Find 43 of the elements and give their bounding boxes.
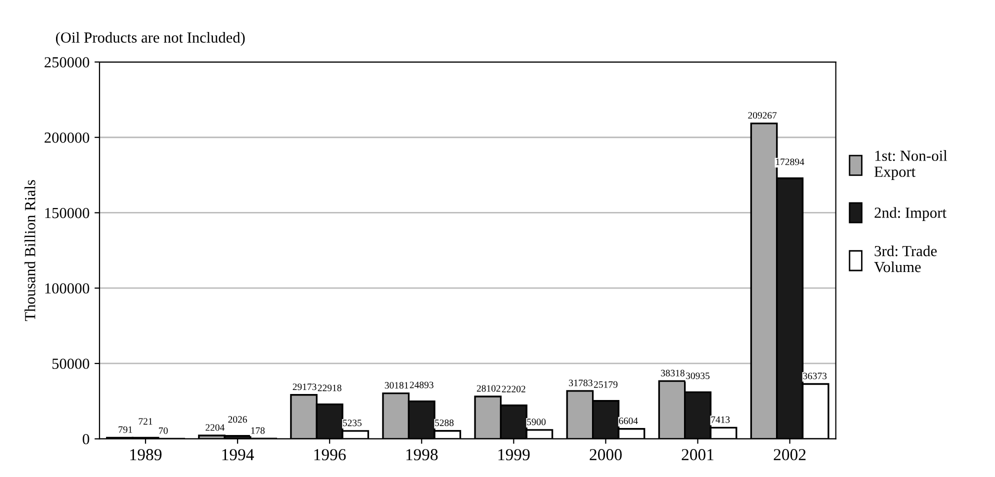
data-label: 25179: [594, 381, 618, 388]
y-tick-label: 200000: [44, 132, 90, 143]
data-label: 28102: [476, 385, 500, 392]
y-tick-label: 50000: [52, 358, 90, 369]
data-label: 31783: [568, 380, 592, 386]
data-label: 36373: [803, 372, 827, 380]
x-tick-label: 1998: [406, 449, 438, 460]
data-label: 209267: [748, 112, 777, 119]
data-label: 5288: [435, 420, 454, 426]
data-label: 30935: [686, 372, 710, 380]
data-label: 7413: [711, 416, 730, 423]
data-label: 2204: [206, 424, 225, 431]
data-label: 6604: [619, 418, 638, 424]
data-label: 2026: [228, 416, 247, 423]
data-label: 172894: [776, 158, 804, 166]
data-label: 178: [251, 427, 265, 434]
data-label: 721: [138, 418, 152, 425]
legend-label: 1st: Non-oil Export: [874, 150, 948, 180]
data-label: 30181: [384, 382, 408, 389]
data-label: 5900: [527, 418, 546, 426]
y-tick-label: 100000: [45, 283, 90, 294]
x-tick-label: 2000: [590, 449, 622, 460]
data-label: 24893: [410, 382, 434, 388]
legend-label: 2nd: Import: [874, 207, 946, 221]
data-label: 22918: [318, 384, 342, 392]
x-tick-label: 2001: [682, 449, 714, 460]
chart-title: (Oil Products are not Included): [56, 32, 245, 46]
y-tick-label: 0: [82, 434, 90, 444]
y-tick-label: 150000: [45, 208, 90, 218]
data-label: 22202: [502, 386, 526, 392]
data-label: 38318: [661, 370, 684, 376]
y-axis-title: Thousand Billion Rials: [24, 180, 36, 322]
data-label: 791: [118, 426, 132, 433]
x-tick-label: 1999: [498, 449, 530, 460]
x-tick-label: 1994: [222, 449, 254, 460]
x-tick-label: 2002: [774, 449, 806, 460]
y-tick-label: 250000: [44, 57, 90, 68]
x-tick-label: 1989: [130, 449, 162, 460]
legend-label: 3rd: Trade Volume: [874, 245, 937, 272]
data-label: 29173: [292, 384, 316, 390]
data-label: 5235: [343, 420, 362, 426]
data-label: 70: [159, 427, 168, 434]
x-tick-label: 1996: [314, 449, 346, 460]
